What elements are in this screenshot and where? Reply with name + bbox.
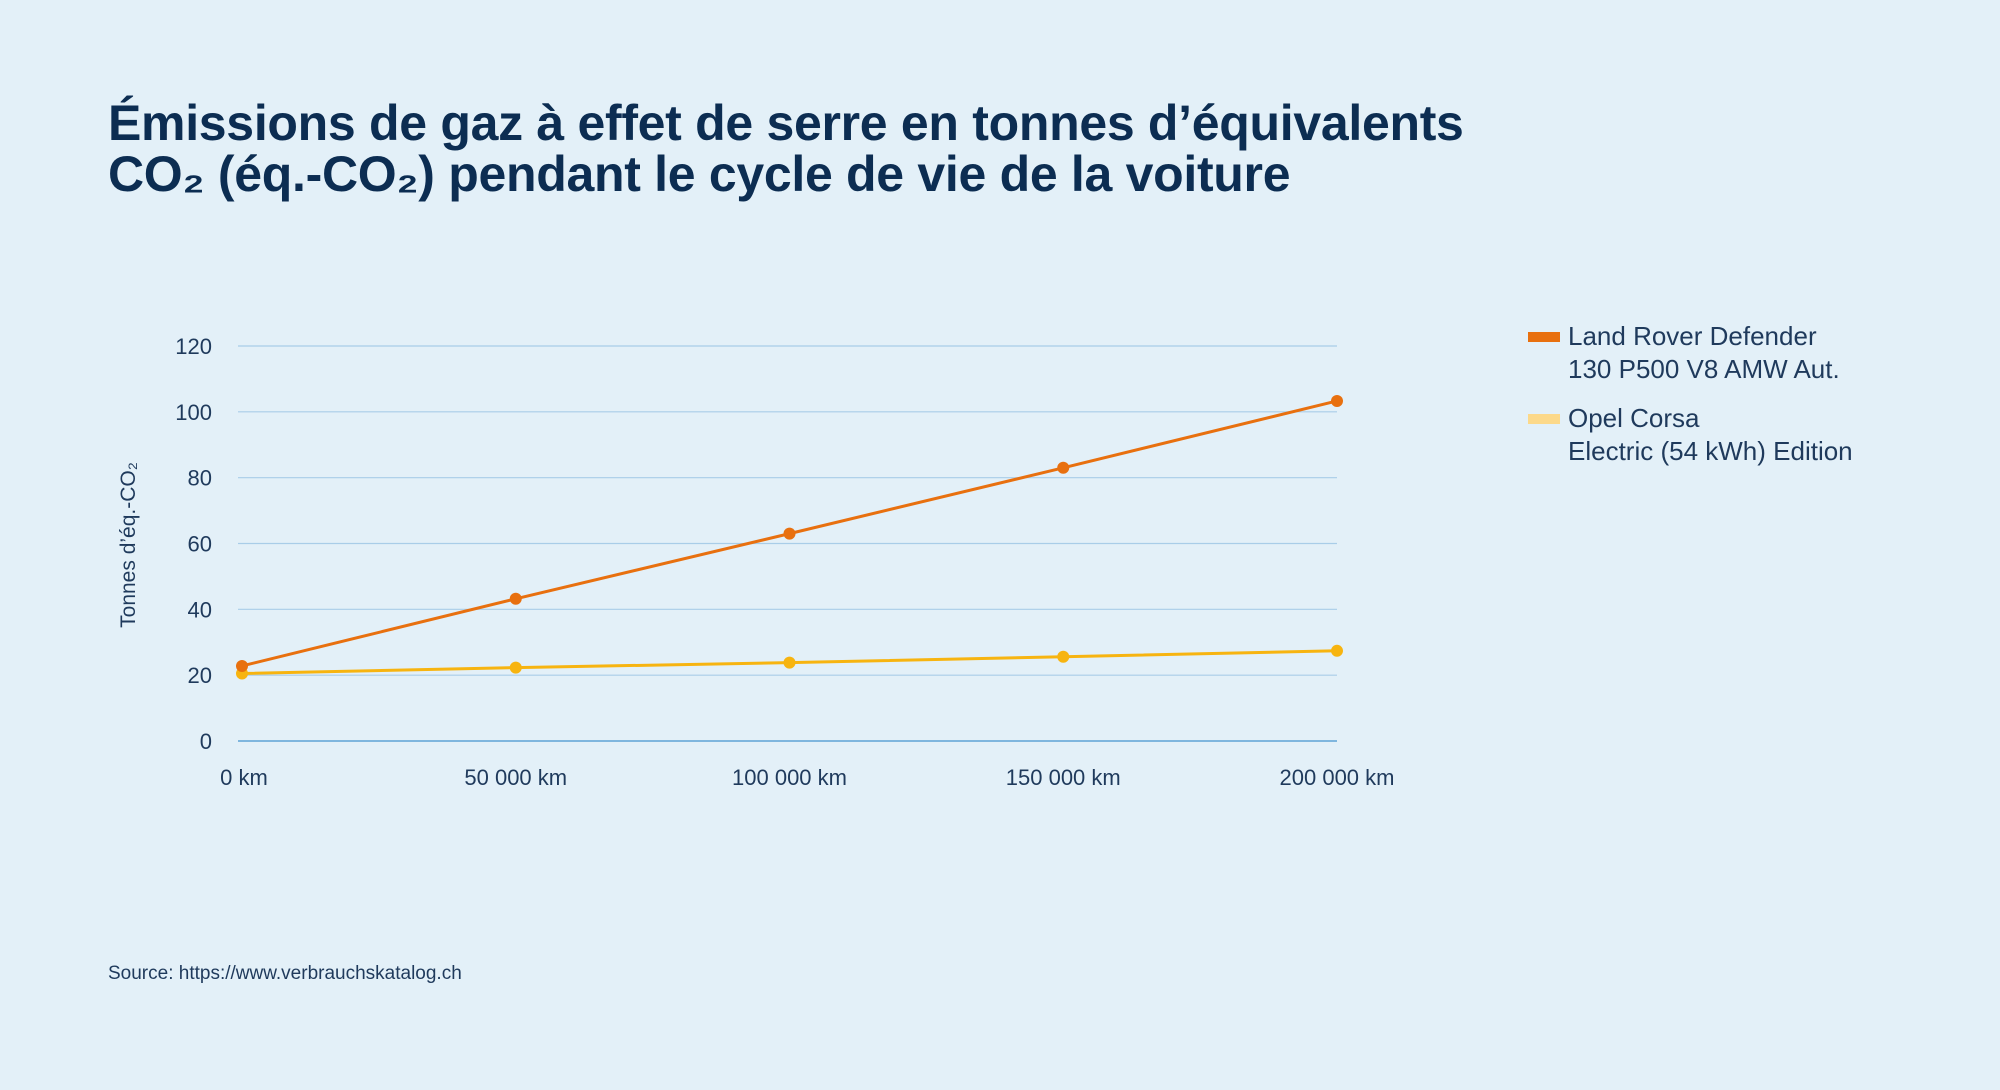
chart-title: Émissions de gaz à effet de serre en ton…	[108, 98, 1668, 200]
y-tick-label: 0	[200, 729, 212, 754]
data-point-series-0	[1057, 461, 1070, 474]
data-point-series-0	[1331, 394, 1343, 407]
legend-label-line: Land Rover Defender	[1568, 321, 1817, 351]
x-tick-label: 200 000 km	[1280, 765, 1395, 790]
y-tick-label: 60	[188, 532, 212, 557]
legend-label-line: 130 P500 V8 AMW Aut.	[1568, 354, 1840, 384]
legend-label-line: Electric (54 kWh) Edition	[1568, 436, 1853, 466]
y-tick-label: 100	[175, 400, 212, 425]
y-axis-label: Tonnes d’éq.-CO₂	[117, 462, 140, 628]
data-point-series-1	[1331, 644, 1343, 657]
legend-label-land-rover: Land Rover Defender 130 P500 V8 AMW Aut.	[1568, 320, 1968, 386]
data-point-series-0	[509, 592, 522, 605]
y-tick-label: 80	[188, 466, 212, 491]
chart-title-line-1: Émissions de gaz à effet de serre en ton…	[108, 95, 1464, 151]
legend-item-opel-corsa[interactable]: Opel Corsa Electric (54 kWh) Edition	[1528, 402, 1968, 468]
data-point-series-1	[509, 661, 522, 674]
source-note: Source: https://www.verbrauchskatalog.ch	[108, 963, 462, 984]
chart-title-line-2: CO₂ (éq.-CO₂) pendant le cycle de vie de…	[108, 146, 1291, 202]
x-tick-label: 100 000 km	[732, 765, 847, 790]
y-tick-label: 20	[188, 663, 212, 688]
legend-label-opel-corsa: Opel Corsa Electric (54 kWh) Edition	[1568, 402, 1968, 468]
x-tick-label: 0 km	[220, 765, 268, 790]
legend-swatch-opel-corsa	[1528, 414, 1560, 424]
data-point-series-1	[783, 656, 796, 669]
x-tick-label: 150 000 km	[1006, 765, 1121, 790]
data-point-series-0	[236, 659, 248, 672]
y-tick-label: 40	[188, 597, 212, 622]
data-point-series-1	[1057, 650, 1070, 663]
legend: Land Rover Defender 130 P500 V8 AMW Aut.…	[1528, 320, 1968, 484]
y-tick-label: 120	[175, 334, 212, 359]
legend-label-line: Opel Corsa	[1568, 403, 1700, 433]
legend-swatch-land-rover	[1528, 332, 1560, 342]
data-point-series-0	[783, 527, 796, 540]
x-tick-label: 50 000 km	[464, 765, 567, 790]
legend-item-land-rover[interactable]: Land Rover Defender 130 P500 V8 AMW Aut.	[1528, 320, 1968, 386]
